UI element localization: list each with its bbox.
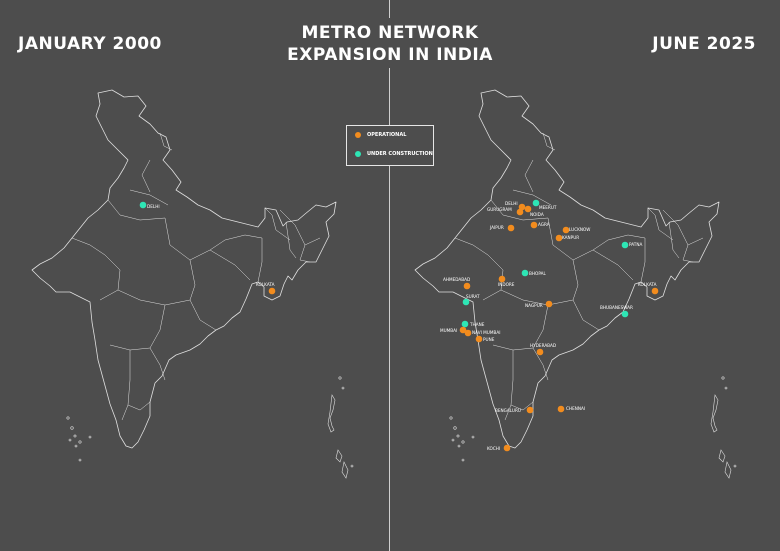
city-2025-marker-bengaluru (526, 406, 534, 414)
city-2025-label-meerut: MEERUT (539, 205, 557, 210)
city-2025-marker-nagpur (545, 300, 553, 308)
city-2025-label-bhopal: BHOPAL (529, 271, 546, 276)
city-2025-label-delhi: DELHI (505, 201, 518, 206)
india-map-2000 (31, 89, 354, 479)
legend: OPERATIONAL UNDER CONSTRUCTION (346, 125, 434, 166)
city-2025-label-indore: INDORE (498, 282, 515, 287)
city-2025-label-thane: THANE (469, 322, 485, 327)
main-title-line2: EXPANSION IN INDIA (287, 45, 493, 65)
city-2025-label-bengaluru: BENGALURU (495, 408, 521, 413)
title-backdrop (286, 18, 494, 68)
markers-2000: DELHI KOLKATA (139, 201, 276, 295)
right-map-title: JUNE 2025 (652, 34, 756, 54)
city-2025-label-gurugram: GURUGRAM (487, 207, 512, 212)
city-2025-marker-pune (475, 335, 483, 343)
city-2025-label-agra: AGRA (538, 222, 550, 227)
city-2025-marker-bhubaneswar (621, 310, 629, 318)
city-2025-label-jaipur: JAIPUR (489, 225, 504, 230)
city-2025-label-navi-mumbai: NAVI MUMBAI (472, 330, 500, 335)
city-2025-marker-noida (524, 205, 532, 213)
city-2025-label-nagpur: NAGPUR (525, 303, 543, 308)
city-2025-label-surat: SURAT (466, 294, 480, 299)
city-2025-marker-bhopal (521, 269, 529, 277)
city-2025-marker-thane (461, 320, 469, 328)
left-map-title: JANUARY 2000 (18, 34, 162, 54)
city-2025-marker-delhi (518, 203, 526, 211)
city-2025-marker-kanpur (555, 234, 563, 242)
city-2000-marker-kolkata (268, 287, 276, 295)
city-2025-label-kanpur: KANPUR (562, 235, 579, 240)
city-2025-marker-chennai (557, 405, 565, 413)
city-2000-label-kolkata: KOLKATA (256, 282, 275, 287)
city-2025-marker-mumbai (459, 326, 467, 334)
city-2025-marker-surat (462, 298, 470, 306)
city-2025-label-patna: PATNA (629, 242, 642, 247)
city-2025-marker-patna (621, 241, 629, 249)
city-2025-label-kochi: KOCHI (487, 446, 500, 451)
city-2025-marker-lucknow (562, 226, 570, 234)
main-title: METRO NETWORK EXPANSION IN INDIA (0, 22, 780, 66)
india-map-2025 (414, 89, 737, 479)
city-2025-marker-jaipur (507, 224, 515, 232)
city-2025-label-chennai: CHENNAI (566, 406, 585, 411)
city-2025-label-kolkata: KOLKATA (638, 282, 657, 287)
city-2025-marker-ahmedabad (463, 282, 471, 290)
markers-2025: DELHI MEERUT GURUGRAM NOIDA AGRA LUCKNOW KANPU… (440, 199, 659, 452)
center-divider (389, 0, 390, 551)
city-2000-marker-delhi (139, 201, 147, 209)
city-2025-label-bhubaneswar: BHUBANESWAR (600, 305, 633, 310)
city-2025-label-noida: NOIDA (530, 212, 544, 217)
city-2025-label-pune: PUNE (483, 337, 495, 342)
city-2025-marker-kochi (503, 444, 511, 452)
legend-operational: OPERATIONAL (355, 132, 406, 138)
city-2000-label-delhi: DELHI (147, 204, 160, 209)
under-construction-dot-icon (355, 151, 361, 157)
operational-dot-icon (355, 132, 361, 138)
city-2025-label-lucknow: LUCKNOW (569, 227, 590, 232)
legend-under-construction-label: UNDER CONSTRUCTION (367, 151, 433, 157)
city-2025-marker-agra (530, 221, 538, 229)
city-2025-marker-indore (498, 275, 506, 283)
city-2025-marker-gurugram (516, 208, 524, 216)
city-2025-label-ahmedabad: AHMEDABAD (443, 277, 470, 282)
city-2025-label-hyderabad: HYDERABAD (530, 343, 556, 348)
main-title-line1: METRO NETWORK (301, 23, 479, 43)
city-2025-marker-kolkata (651, 287, 659, 295)
city-2025-marker-navi-mumbai (464, 329, 472, 337)
city-2025-label-mumbai: MUMBAI (440, 328, 457, 333)
city-2025-marker-hyderabad (536, 348, 544, 356)
legend-under-construction: UNDER CONSTRUCTION (355, 151, 433, 157)
legend-operational-label: OPERATIONAL (367, 132, 407, 138)
city-2025-marker-meerut (532, 199, 540, 207)
